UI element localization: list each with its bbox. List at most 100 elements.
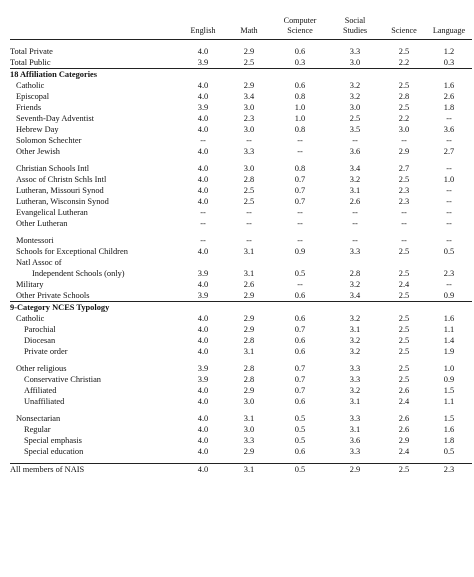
table-cell: 2.9: [398, 436, 410, 445]
table-cell: 2.5: [243, 58, 255, 67]
table-cell: 1.4: [443, 336, 455, 345]
table-cell: 3.0: [243, 164, 255, 173]
table-cell: 3.4: [349, 291, 361, 300]
table-cell: 0.5: [272, 463, 328, 475]
table-cell: 0.9: [443, 375, 455, 384]
table-cell: 3.1: [243, 247, 255, 256]
table-cell: 3.3: [349, 364, 361, 373]
table-cell: 0.5: [443, 247, 455, 256]
table-cell: 2.5: [398, 81, 410, 90]
row-label: Seventh-Day Adventist: [16, 114, 94, 123]
table-cell: 3.1: [349, 186, 361, 195]
table-cell: 0.7: [294, 325, 306, 334]
table-cell: 3.3: [349, 414, 361, 423]
table-cell: 1.6: [443, 314, 455, 323]
table-cell: 4.0: [197, 280, 209, 289]
table-cell: 0.6: [294, 447, 306, 456]
data-table: English Math Computer Science Social Studies S…: [10, 16, 472, 475]
table-cell: 2.9: [243, 325, 255, 334]
table-body: Total Private 4.0 2.9 0.6 3.3 2.5 1.2 Total Pub…: [10, 39, 472, 475]
table-cell: 2.5: [398, 291, 410, 300]
table-cell: 3.9: [197, 58, 209, 67]
table-cell: 3.6: [349, 436, 361, 445]
table-cell: 1.0: [294, 103, 306, 112]
table-cell: 4.0: [197, 186, 209, 195]
table-cell: 2.8: [243, 175, 255, 184]
table-cell: 3.2: [349, 81, 361, 90]
table-cell: [382, 257, 426, 268]
row-label: Hebrew Day: [16, 125, 59, 134]
table-cell: [226, 68, 272, 80]
table-cell: 4.0: [197, 197, 209, 206]
spacer-row: [10, 39, 472, 46]
table-cell: 3.0: [243, 397, 255, 406]
table-row: Other religious 3.9 2.8 0.7 3.3 2.5 1.0: [10, 363, 472, 374]
table-cell: 4.0: [197, 314, 209, 323]
table-row: Christian Schools Intl 4.0 3.0 0.8 3.4 2.7 --: [10, 163, 472, 174]
row-label: Natl Assoc of: [16, 258, 62, 267]
table-cell: 2.4: [398, 280, 410, 289]
table-cell: 0.7: [294, 375, 306, 384]
table-cell: 2.4: [398, 447, 410, 456]
row-label: Other religious: [16, 364, 67, 373]
table-cell: 1.9: [443, 347, 455, 356]
table-cell: 2.2: [398, 114, 410, 123]
row-label: Total Private: [10, 47, 53, 56]
table-cell: 2.5: [398, 325, 410, 334]
table-cell: 3.0: [243, 425, 255, 434]
table-cell: [426, 68, 472, 80]
table-row: Special education 4.0 2.9 0.6 3.3 2.4 0.5: [10, 446, 472, 457]
table-cell: 3.1: [349, 325, 361, 334]
row-label: Parochial: [24, 325, 56, 334]
table-cell: 2.8: [243, 364, 255, 373]
table-cell: [328, 257, 382, 268]
table-cell: 2.5: [398, 364, 410, 373]
table-cell: 3.3: [349, 447, 361, 456]
table-row: Diocesan 4.0 2.8 0.6 3.2 2.5 1.4: [10, 335, 472, 346]
table-cell: 3.6: [349, 147, 361, 156]
table-cell: --: [297, 208, 303, 217]
row-label: Montessori: [16, 236, 54, 245]
table-cell: 3.3: [243, 147, 255, 156]
table-cell: 3.1: [243, 347, 255, 356]
table-cell: [272, 301, 328, 313]
table-cell: --: [297, 136, 303, 145]
table-cell: 0.6: [294, 314, 306, 323]
table-cell: 4.0: [197, 397, 209, 406]
table-cell: 3.6: [443, 125, 455, 134]
table-cell: 0.5: [294, 269, 306, 278]
table-cell: 0.7: [294, 175, 306, 184]
table-cell: --: [352, 208, 358, 217]
row-label: Lutheran, Missouri Synod: [16, 186, 104, 195]
table-cell: 3.2: [349, 280, 361, 289]
table-row: Special emphasis 4.0 3.3 0.5 3.6 2.9 1.8: [10, 435, 472, 446]
table-cell: [426, 257, 472, 268]
table-row: Total Public 3.9 2.5 0.3 3.0 2.2 0.3: [10, 57, 472, 69]
column-header: Science: [391, 26, 417, 35]
table-cell: --: [401, 219, 407, 228]
table-row: Natl Assoc of: [10, 257, 472, 268]
row-label: Friends: [16, 103, 42, 112]
row-label: Special education: [24, 447, 84, 456]
table-row: Schools for Exceptional Children 4.0 3.1 0.…: [10, 246, 472, 257]
table-cell: 3.3: [349, 47, 361, 56]
table-cell: 2.9: [243, 314, 255, 323]
table-row: Montessori -- -- -- -- -- --: [10, 235, 472, 246]
table-cell: [180, 257, 226, 268]
table-cell: 3.0: [243, 103, 255, 112]
table-cell: 4.0: [197, 81, 209, 90]
table-cell: 3.9: [197, 291, 209, 300]
table-row: Nonsectarian 4.0 3.1 0.5 3.3 2.6 1.5: [10, 413, 472, 424]
table-cell: 3.9: [197, 103, 209, 112]
table-cell: 3.2: [349, 92, 361, 101]
table-cell: 2.6: [349, 197, 361, 206]
row-label: Catholic: [16, 314, 45, 323]
table-cell: [272, 257, 328, 268]
table-cell: [328, 301, 382, 313]
table-cell: 3.9: [197, 364, 209, 373]
table-cell: 2.6: [398, 425, 410, 434]
table-cell: 2.6: [398, 386, 410, 395]
table-cell: 2.9: [243, 447, 255, 456]
table-cell: 2.9: [243, 386, 255, 395]
